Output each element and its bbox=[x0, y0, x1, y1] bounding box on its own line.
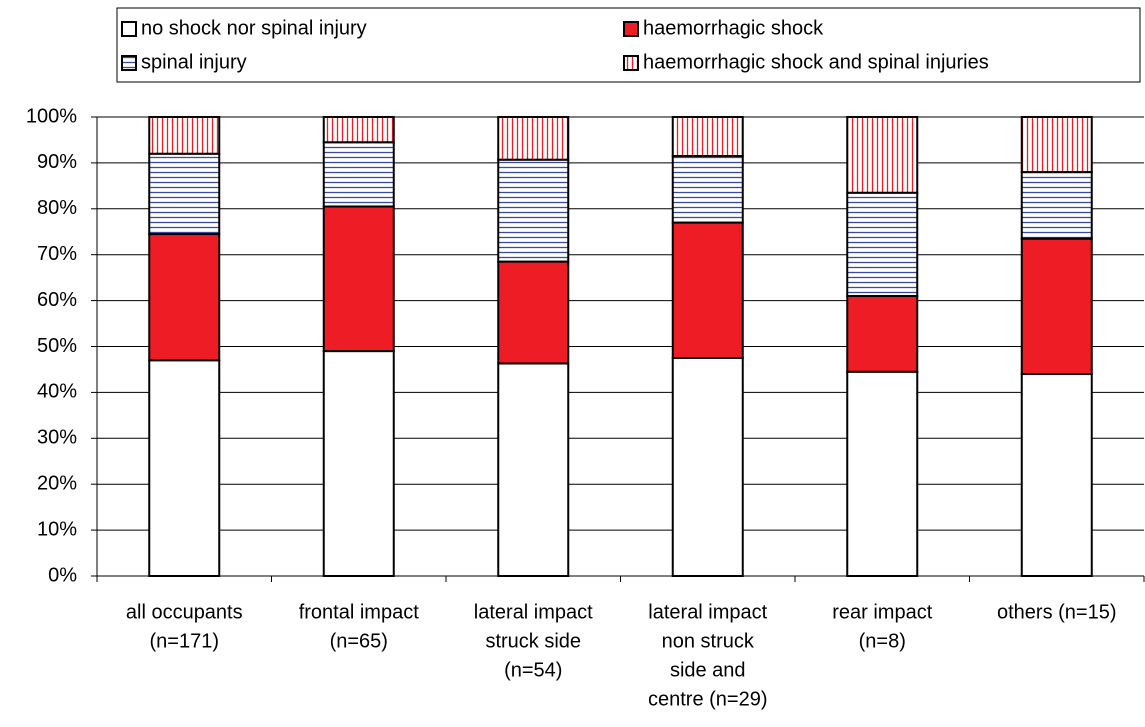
x-tick-label: centre (n=29) bbox=[648, 688, 768, 710]
bar-segment bbox=[148, 359, 221, 577]
bar-segment bbox=[497, 116, 570, 161]
y-tick-label: 30% bbox=[37, 427, 77, 449]
y-tick-label: 0% bbox=[48, 564, 77, 586]
bar-segment bbox=[148, 152, 221, 236]
bar-segment bbox=[671, 356, 744, 577]
x-tick-label: non struck bbox=[662, 630, 755, 652]
legend-label: no shock nor spinal injury bbox=[141, 17, 367, 39]
x-tick-label: side and bbox=[670, 659, 746, 681]
bar-segment bbox=[497, 260, 570, 365]
bar-segment bbox=[1020, 237, 1093, 376]
x-tick-label: (n=65) bbox=[330, 630, 388, 652]
y-tick-label: 70% bbox=[37, 243, 77, 265]
bar-segment bbox=[322, 350, 395, 577]
y-tick-label: 40% bbox=[37, 381, 77, 403]
x-tick-label: (n=171) bbox=[150, 630, 220, 652]
bar-segment bbox=[1020, 171, 1093, 240]
bar-segment bbox=[1020, 373, 1093, 578]
x-tick-label: rear impact bbox=[832, 601, 932, 623]
y-tick-label: 90% bbox=[37, 151, 77, 173]
bar-segment bbox=[846, 116, 919, 194]
bar-segment bbox=[497, 362, 570, 577]
bar-segment bbox=[1020, 116, 1093, 174]
bar-segment bbox=[671, 155, 744, 224]
bar-segment bbox=[671, 221, 744, 359]
legend-marker bbox=[623, 55, 639, 71]
y-tick-label: 20% bbox=[37, 472, 77, 494]
legend-label: haemorrhagic shock and spinal injuries bbox=[643, 51, 989, 73]
legend-marker bbox=[623, 21, 639, 37]
x-tick-label: others (n=15) bbox=[997, 601, 1117, 623]
legend-marker bbox=[121, 55, 137, 71]
bar-segment bbox=[322, 205, 395, 353]
bar-segment bbox=[846, 191, 919, 298]
y-tick-label: 10% bbox=[37, 518, 77, 540]
x-tick-label: frontal impact bbox=[299, 601, 419, 623]
legend-marker bbox=[121, 21, 137, 37]
bar-segment bbox=[671, 116, 744, 158]
legend-label: spinal injury bbox=[141, 51, 247, 73]
x-tick-label: struck side bbox=[485, 630, 581, 652]
y-tick-label: 80% bbox=[37, 197, 77, 219]
bar-segment bbox=[497, 158, 570, 263]
y-tick-label: 100% bbox=[26, 105, 77, 127]
bar-segment bbox=[148, 233, 221, 362]
y-tick-label: 50% bbox=[37, 335, 77, 357]
bar-segment bbox=[846, 370, 919, 577]
legend-label: haemorrhagic shock bbox=[643, 17, 824, 39]
x-tick-label: all occupants bbox=[126, 601, 243, 623]
y-tick-label: 60% bbox=[37, 289, 77, 311]
x-tick-label: lateral impact bbox=[474, 601, 593, 623]
bar-segment bbox=[322, 116, 395, 144]
x-tick-label: (n=8) bbox=[859, 630, 906, 652]
bar-segment bbox=[322, 141, 395, 208]
x-tick-label: lateral impact bbox=[648, 601, 767, 623]
bar-segment bbox=[148, 116, 221, 155]
legend-box bbox=[116, 7, 1141, 83]
x-tick-label: (n=54) bbox=[504, 659, 562, 681]
bar-segment bbox=[846, 295, 919, 373]
